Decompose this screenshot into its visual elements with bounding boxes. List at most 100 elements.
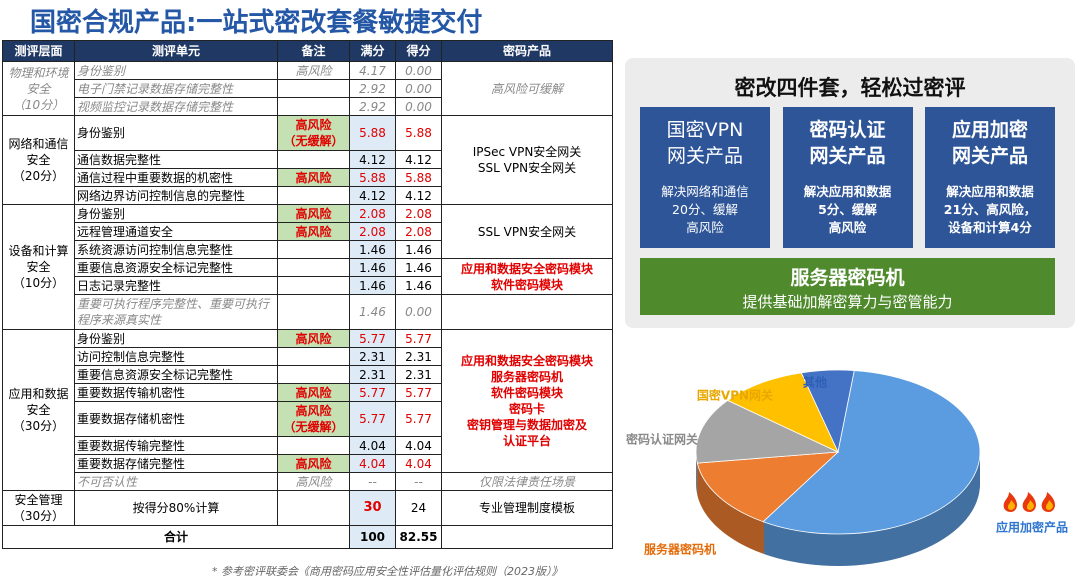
card-desc-line: 高风险	[828, 220, 867, 235]
note-cell: 高风险	[277, 222, 350, 241]
product-panel: 密改四件套，轻松过密评 服务器密码机 提供基础加解密算力与密管能力 国密VPN 网…	[625, 58, 1075, 328]
level-cell: 设备和计算 安全 （10分）	[2, 204, 75, 330]
full-score: 4.04	[349, 436, 396, 455]
full-score: 5.77	[349, 401, 396, 437]
full-score: 30	[349, 490, 396, 526]
level-line: 安全	[26, 81, 51, 96]
level-line: 安全管理	[14, 493, 63, 507]
product-card: 密码认证 网关产品 解决应用和数据 5分、缓解 高风险	[782, 107, 913, 248]
table-row: 设备和计算 安全 （10分） 身份鉴别 高风险 2.08 2.08 SSL VPN安全网关	[2, 204, 613, 330]
table-row: 网络和通信 安全 （20分） 身份鉴别 高风险 （无缓解） 5.88 5.88 IPSec VP…	[2, 115, 613, 205]
unit-cell: 重要数据传输机密性	[74, 383, 278, 402]
level-line: 安全	[26, 153, 51, 167]
pie-label: 国密VPN网关	[697, 388, 773, 403]
unit-cell: 重要数据存储机密性	[74, 401, 278, 437]
column-header: 测评层面	[2, 40, 75, 62]
total-row: 合计 100 82.55	[2, 525, 613, 549]
product-line: 服务器密码机	[490, 370, 563, 384]
table-row: 重要信息资源安全标记完整性 1.46 1.46 应用和数据安全密码模块 软件密码模块	[3, 258, 613, 295]
column-header: 得分	[395, 40, 442, 62]
full-score: 2.31	[349, 347, 396, 366]
score: 5.77	[395, 401, 442, 437]
column-header: 密码产品	[441, 40, 613, 62]
product-cell: 仅限法律责任场景	[441, 472, 613, 491]
score: 1.46	[395, 240, 442, 259]
full-score: 2.92	[349, 79, 396, 98]
base-title: 服务器密码机	[790, 267, 905, 289]
unit-cell: 通信数据完整性	[74, 150, 278, 169]
product-line: SSL VPN安全网关	[477, 224, 577, 239]
unit-cell: 网络边界访问控制信息的完整性	[74, 186, 278, 205]
score: 5.88	[395, 115, 442, 151]
note-cell	[277, 436, 350, 455]
unit-cell: 重要数据传输完整性	[74, 436, 278, 455]
note-cell: 高风险 （无缓解）	[277, 401, 350, 437]
product-cell	[441, 294, 613, 330]
flame-core	[1045, 500, 1053, 510]
unit-cell: 日志记录完整性	[74, 276, 278, 295]
note-cell	[277, 347, 350, 366]
score: 2.31	[395, 347, 442, 366]
product-card: 应用加密 网关产品 解决应用和数据 21分、高风险， 设备和计算4分	[925, 107, 1055, 248]
product-cell: 应用和数据安全密码模块 服务器密码机 软件密码模块 密码卡 密钥管理与数据加密及 认证平台	[441, 329, 613, 473]
full-score: 4.12	[349, 150, 396, 169]
card-title-line: 应用加密	[951, 119, 1028, 141]
score: 2.31	[395, 365, 442, 384]
full-score: 5.88	[349, 115, 396, 151]
table-row: 远程管理通道安全 高风险 2.08 2.08	[3, 222, 613, 241]
unit-cell: 身份鉴别	[74, 329, 278, 348]
unit-cell: 访问控制信息完整性	[74, 347, 278, 366]
unit-cell: 按得分80%计算	[74, 490, 278, 526]
card-desc: 解决应用和数据 21分、高风险， 设备和计算4分	[925, 183, 1055, 237]
level-cell: 网络和通信 安全 （20分）	[2, 115, 75, 205]
full-score: 4.17	[349, 61, 396, 80]
level-line: 网络和通信	[8, 137, 69, 151]
total-product	[441, 525, 613, 549]
column-header: 测评单元	[74, 40, 278, 62]
product-line: 应用和数据安全密码模块	[460, 354, 593, 368]
header-row: 测评层面 测评单元 备注 满分 得分 密码产品	[2, 40, 613, 62]
score: 1.46	[395, 276, 442, 295]
card-title-line: 国密VPN	[666, 119, 744, 141]
note-line: 高风险	[295, 474, 332, 489]
score: --	[395, 472, 442, 491]
card-title-line: 网关产品	[666, 145, 743, 167]
pie-slice	[695, 399, 840, 464]
full-score: 5.77	[349, 383, 396, 402]
card-desc-line: 解决应用和数据	[803, 184, 892, 199]
pie-slice	[762, 370, 981, 535]
product-line: IPSec VPN安全网关	[472, 145, 582, 159]
note-cell: 高风险	[277, 472, 350, 491]
note-line: （无缓解）	[283, 420, 344, 434]
product-card: 国密VPN 网关产品解决网络和通信 20分、缓解 高风险	[640, 107, 770, 248]
score: 1.46	[395, 258, 442, 277]
note-line: 高风险	[295, 224, 332, 239]
table-row: 重要数据存储完整性 高风险 4.04 4.04	[3, 454, 613, 473]
table-row: 重要可执行程序完整性、重要可执行程序来源真实性 1.46 0.00	[3, 294, 613, 330]
pie-label: 其他	[803, 375, 827, 390]
card-desc-line: 20分、缓解	[672, 202, 738, 217]
full-score: 1.46	[349, 294, 396, 330]
panel-title: 密改四件套，轻松过密评	[734, 76, 966, 100]
product-cell: IPSec VPN安全网关 SSL VPN安全网关	[441, 115, 613, 205]
column-header: 满分	[349, 40, 396, 62]
card-desc-line: 解决应用和数据	[946, 184, 1034, 199]
full-score: 4.04	[349, 454, 396, 473]
card-title-line: 密码认证	[809, 119, 886, 141]
level-cell: 物理和环境 安全 （10分）	[2, 61, 75, 116]
full-score: 1.46	[349, 258, 396, 277]
level-line: 物理和环境	[8, 65, 69, 80]
unit-cell: 视频监控记录数据存储完整性	[74, 97, 278, 116]
card-desc: 解决网络和通信 20分、缓解 高风险	[640, 183, 770, 237]
flame-core	[1026, 500, 1034, 510]
full-score: 2.08	[349, 222, 396, 241]
score: 2.08	[395, 222, 442, 241]
table-row: 应用和数据 安全 （30分） 身份鉴别 高风险 5.77 5.77 应用和数据安全密码模块 服务…	[2, 329, 613, 491]
score: 5.88	[395, 168, 442, 187]
note-cell: 高风险 （无缓解）	[277, 115, 350, 151]
base-card: 服务器密码机 提供基础加解密算力与密管能力	[640, 258, 1055, 315]
unit-cell: 系统资源访问控制信息完整性	[74, 240, 278, 259]
level-line: （10分）	[12, 97, 65, 112]
card-title: 国密VPN 网关产品	[640, 117, 770, 169]
